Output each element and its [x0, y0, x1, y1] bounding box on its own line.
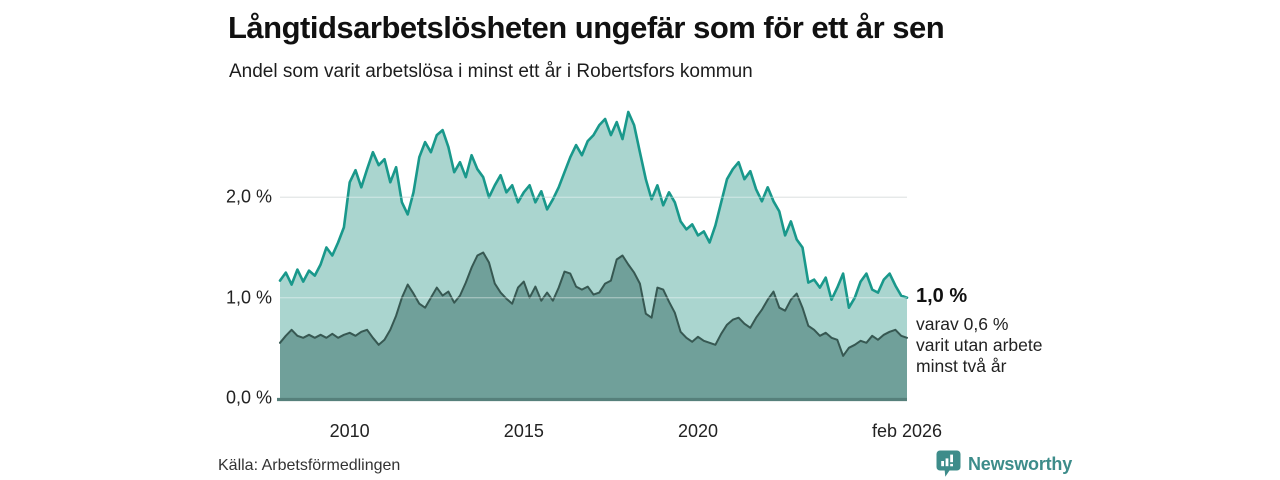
y-tick-label: 2,0 %: [225, 186, 272, 207]
annotation-line: minst två år: [916, 356, 1007, 376]
series-end-annotation: varav 0,6 % varit utan arbete minst två …: [916, 314, 1042, 377]
page-title: Långtidsarbetslösheten ungefär som för e…: [228, 10, 945, 45]
series-end-value-label: 1,0 %: [916, 285, 968, 307]
page-subtitle: Andel som varit arbetslösa i minst ett å…: [229, 61, 753, 82]
annotation-line: varav 0,6 %: [916, 314, 1009, 334]
y-tick-label: 0,0 %: [225, 387, 272, 408]
x-tick-label: feb 2026: [871, 421, 943, 441]
brand-name: Newsworthy: [968, 453, 1073, 474]
brand-logo: Newsworthy: [936, 449, 1072, 479]
line-series-0: [278, 110, 909, 309]
x-tick-label: 2015: [503, 421, 544, 441]
x-tick-label: 2020: [677, 421, 719, 441]
y-tick-label: 1,0 %: [225, 287, 272, 308]
annotation-line: varit utan arbete: [916, 335, 1043, 355]
source-credit: Källa: Arbetsförmedlingen: [218, 457, 401, 474]
line-series-1: [279, 251, 908, 357]
x-tick-label: 2010: [329, 421, 370, 441]
newsworthy-icon: [936, 450, 961, 477]
